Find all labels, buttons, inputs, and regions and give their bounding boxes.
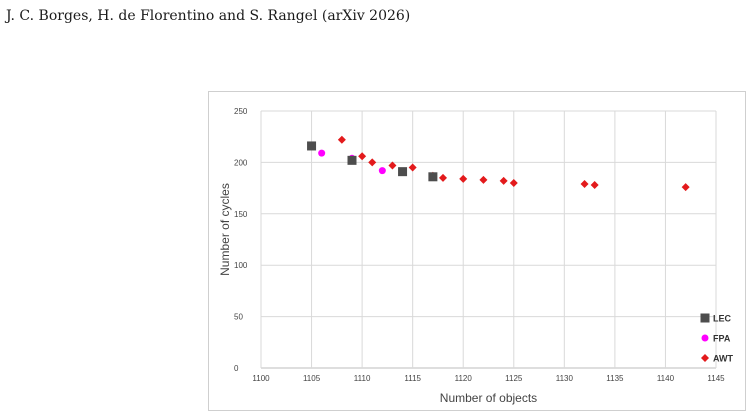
- y-tick-label: 100: [234, 261, 248, 270]
- point-awt: [590, 181, 599, 190]
- point-lec: [398, 167, 408, 177]
- point-lec: [428, 172, 438, 182]
- x-tick-label: 1145: [707, 374, 725, 383]
- point-awt: [580, 179, 589, 188]
- x-tick-label: 1120: [455, 374, 473, 383]
- x-tick-label: 1125: [505, 374, 523, 383]
- x-tick-label: 1110: [354, 374, 371, 383]
- point-awt: [368, 158, 377, 167]
- point-awt: [499, 176, 508, 185]
- x-tick-label: 1115: [404, 374, 421, 383]
- point-lec: [347, 155, 357, 165]
- x-tick-label: 1105: [303, 374, 321, 383]
- y-tick-label: 0: [234, 364, 239, 373]
- legend-label-fpa: FPA: [713, 334, 731, 344]
- point-lec: [307, 141, 317, 151]
- point-awt: [358, 152, 367, 161]
- point-fpa: [318, 149, 326, 157]
- page-header-citation: J. C. Borges, H. de Florentino and S. Ra…: [6, 8, 411, 24]
- y-tick-label: 50: [234, 313, 243, 322]
- x-tick-label: 1130: [556, 374, 574, 383]
- data-points: [307, 135, 690, 192]
- tick-labels: 0 50 100 150 200 250 1100 1105 1110 1115 1120 1125 1…: [234, 107, 725, 383]
- point-awt: [509, 178, 518, 187]
- point-fpa: [378, 167, 386, 175]
- point-awt: [408, 163, 417, 172]
- legend-marker-lec: [700, 313, 710, 323]
- x-tick-label: 1100: [252, 374, 270, 383]
- point-awt: [337, 135, 346, 144]
- point-awt: [439, 173, 447, 182]
- point-awt: [388, 161, 397, 170]
- point-awt: [479, 175, 488, 184]
- point-awt: [459, 174, 468, 183]
- y-tick-label: 250: [234, 107, 248, 116]
- grid-lines: [260, 110, 717, 369]
- legend-marker-awt: [701, 354, 709, 362]
- legend: LEC FPA AWT: [700, 313, 733, 364]
- x-axis-title: Number of objects: [440, 391, 537, 405]
- point-awt: [681, 183, 690, 192]
- y-axis-title: Number of cycles: [218, 183, 232, 276]
- y-tick-label: 200: [234, 158, 248, 167]
- x-tick-label: 1140: [657, 374, 675, 383]
- figure-frame: [208, 91, 746, 411]
- legend-marker-fpa: [701, 334, 709, 342]
- x-tick-label: 1135: [606, 374, 624, 383]
- legend-label-awt: AWT: [713, 354, 733, 364]
- y-tick-label: 150: [234, 210, 248, 219]
- legend-label-lec: LEC: [713, 314, 732, 324]
